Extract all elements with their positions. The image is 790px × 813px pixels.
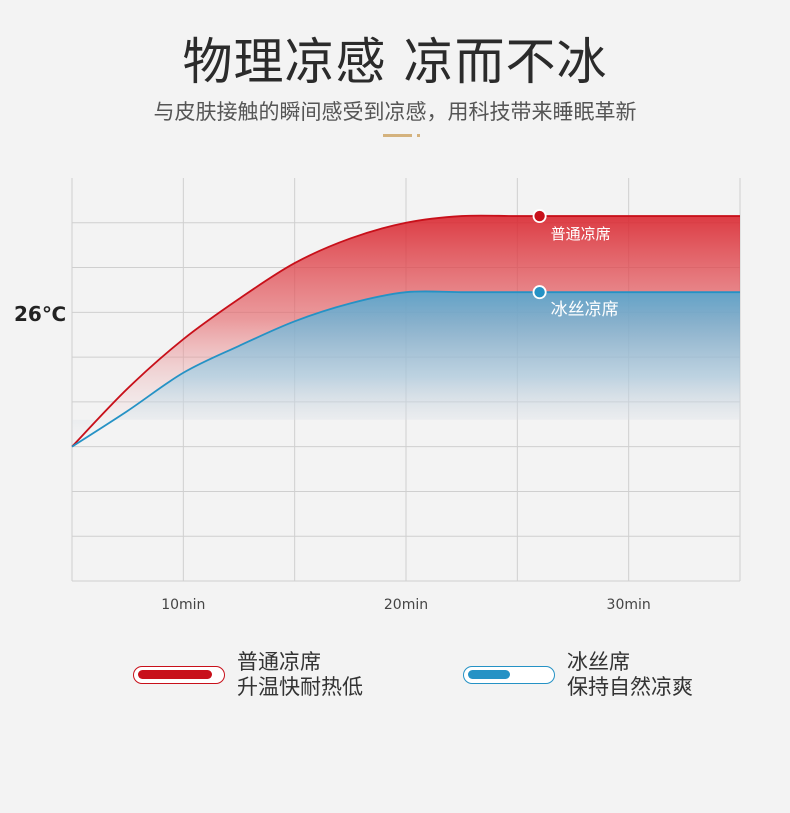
x-tick-label: 20min [384,597,428,613]
page-subtitle: 与皮肤接触的瞬间感受到凉感，用科技带来睡眠革新 [153,100,637,124]
divider-dot [417,134,420,137]
line-ice-silk-mat [71,290,740,448]
chart-lines [71,214,740,448]
title-divider [383,134,423,138]
series-label-ice-silk-mat: 冰丝凉席 [551,300,619,320]
legend-swatch-fill [138,670,212,679]
x-tick-label: 30min [607,597,651,613]
series-label-regular-mat: 普通凉席 [551,225,611,243]
area-ice-silk-mat [72,291,740,447]
legend-title: 冰丝席 [567,650,630,674]
legend-item-regular: 普通凉席 升温快耐热低 [133,650,363,700]
legend-text-ice-silk: 冰丝席 保持自然凉爽 [567,650,693,700]
line-regular-mat [71,214,740,448]
chart-markers [532,209,547,300]
legend-title: 普通凉席 [237,650,321,674]
legend-swatch-fill [468,670,510,679]
legend-desc: 升温快耐热低 [237,675,363,699]
marker-regular-mat [534,210,545,222]
legend-desc: 保持自然凉爽 [567,675,693,699]
legend-swatch-regular [133,666,225,684]
x-tick-label: 10min [161,597,205,613]
marker-ice-silk-mat [534,286,545,298]
legend-item-ice-silk: 冰丝席 保持自然凉爽 [463,650,693,700]
legend-swatch-ice-silk [463,666,555,684]
legend-text-regular: 普通凉席 升温快耐热低 [237,650,363,700]
chart-areas [72,215,740,447]
divider-bar [383,134,412,137]
y-temperature-label: 26℃ [14,302,66,326]
page-title: 物理凉感 凉而不冰 [182,33,608,91]
